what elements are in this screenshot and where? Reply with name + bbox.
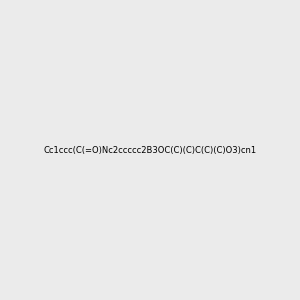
Text: Cc1ccc(C(=O)Nc2ccccc2B3OC(C)(C)C(C)(C)O3)cn1: Cc1ccc(C(=O)Nc2ccccc2B3OC(C)(C)C(C)(C)O3… <box>44 146 256 154</box>
